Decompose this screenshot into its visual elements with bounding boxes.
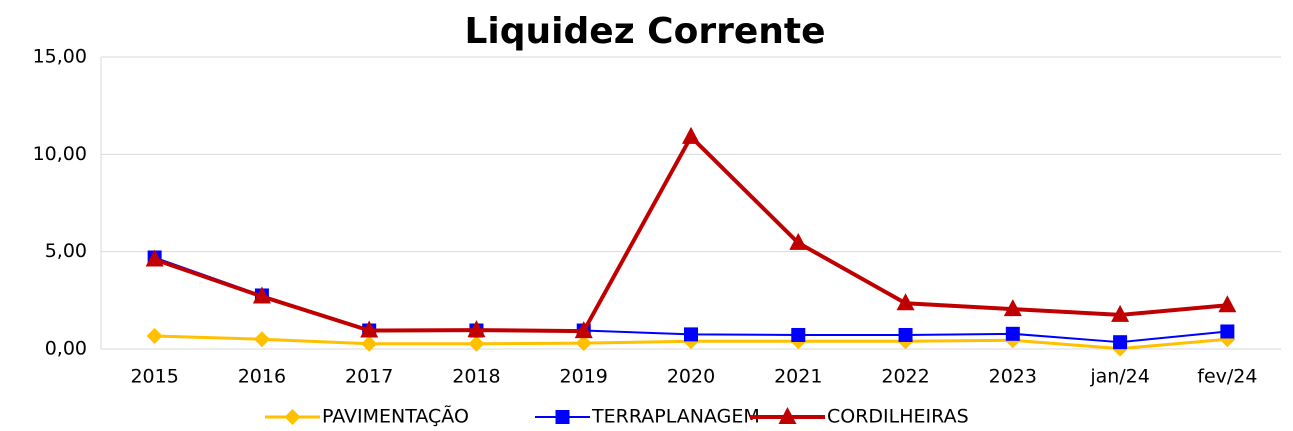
data-point — [1111, 304, 1130, 322]
data-point — [146, 327, 163, 344]
y-tick-label: 5,00 — [45, 240, 87, 262]
data-point — [360, 320, 379, 338]
data-point — [898, 327, 913, 342]
x-tick-label: 2015 — [130, 366, 178, 388]
data-point — [1218, 295, 1237, 313]
x-tick-label: 2021 — [774, 366, 822, 388]
data-point — [1113, 335, 1128, 350]
data-point — [1003, 299, 1022, 317]
data-point — [791, 327, 806, 342]
data-point — [361, 335, 378, 352]
legend-marker — [555, 410, 570, 424]
legend-label: CORDILHEIRAS — [827, 406, 969, 428]
data-point — [252, 286, 271, 304]
legend-marker — [284, 409, 301, 425]
legend-label: TERRAPLANAGEM — [591, 406, 760, 428]
data-point — [896, 293, 915, 311]
legend-label: PAVIMENTAÇÃO — [322, 405, 469, 428]
data-point — [468, 335, 485, 352]
data-point — [1005, 326, 1020, 341]
data-point — [574, 321, 593, 339]
x-tick-label: 2019 — [560, 366, 608, 388]
data-point — [789, 232, 808, 250]
chart-title: Liquidez Corrente — [464, 11, 825, 52]
x-tick-label: jan/24 — [1089, 366, 1150, 388]
x-tick-label: 2016 — [238, 366, 286, 388]
x-tick-label: 2020 — [667, 366, 715, 388]
y-tick-label: 15,00 — [33, 46, 87, 68]
y-tick-label: 10,00 — [33, 143, 87, 165]
legend-marker — [778, 407, 797, 424]
x-tick-label: 2022 — [881, 366, 929, 388]
x-tick-label: fev/24 — [1197, 366, 1257, 388]
y-tick-label: 0,00 — [45, 338, 87, 360]
x-tick-label: 2023 — [989, 366, 1037, 388]
series-line — [153, 134, 1228, 334]
data-point — [253, 331, 270, 348]
data-point — [145, 249, 164, 267]
x-tick-label: 2018 — [452, 366, 500, 388]
data-point — [1220, 324, 1235, 339]
x-tick-label: 2017 — [345, 366, 393, 388]
data-point — [575, 335, 592, 352]
data-point — [684, 327, 698, 342]
data-point — [467, 320, 486, 338]
data-point — [682, 126, 700, 144]
